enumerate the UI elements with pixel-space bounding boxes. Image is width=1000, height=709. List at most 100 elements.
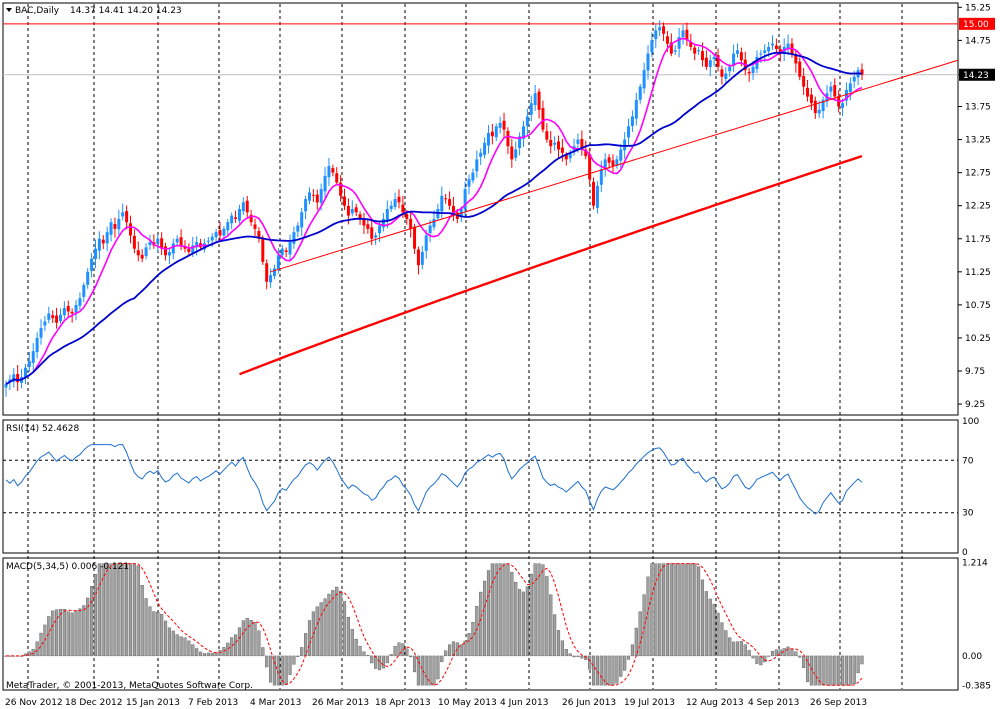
x-tick-label: 26 Sep 2013 [810,698,867,708]
macd-bar [677,563,681,657]
candle-body [335,173,339,183]
macd-bar [537,563,541,657]
candle-body [490,131,494,137]
macd-bar [755,655,759,664]
macd-bar [47,616,51,657]
macd-bar [381,655,385,669]
macd-bar [584,655,588,660]
macd-bar [195,648,199,657]
candle-body [720,69,724,77]
candle-body [253,224,257,229]
macd-bar [693,563,697,657]
macd-bar [829,655,833,686]
macd-bar [817,655,821,686]
macd-bar [276,655,280,686]
trendline [270,59,959,273]
candle-body [533,93,537,106]
candle-body [420,251,424,265]
x-tick-label: 19 Jul 2013 [624,698,675,708]
macd-bar [97,563,101,657]
macd-bar [494,563,498,657]
candle-body [358,214,362,219]
y-tick-label: 11.75 [965,235,991,245]
candle-body [121,212,125,217]
macd-bar [751,655,755,659]
candle-body [51,315,55,319]
macd-bar [362,651,366,657]
candle-body [848,83,852,93]
candle-body [175,238,179,243]
y-tick-label: 12.25 [965,202,991,212]
macd-bar [607,655,611,686]
macd-bar [152,611,156,657]
triangle-down-icon[interactable] [6,8,12,12]
macd-bar [802,655,806,668]
candle-body [339,182,343,196]
macd-bar [580,655,584,659]
candle-body [576,139,580,144]
candle-body [646,53,650,71]
macd-bar [175,634,179,657]
candle-body [537,91,541,110]
macd-bar [374,655,378,669]
macd-bar [288,655,292,675]
macd-bar [117,563,121,657]
macd-bar [230,637,234,657]
macd-bar [704,591,708,657]
macd-bar [245,618,249,657]
candle-body [732,53,736,66]
candle-body [444,198,448,200]
candle-body [712,56,716,60]
candle-body [642,70,646,89]
macd-bar [183,637,187,657]
macd-bar [257,630,261,657]
macd-bar [210,652,214,657]
macd-bar [339,590,343,657]
candle-body [821,99,825,112]
macd-bar [167,627,171,657]
macd-bar [179,636,183,657]
macd-tick-label: -0.385 [962,682,991,692]
candle-body [218,230,222,236]
macd-title: MACD(5,34,5) 0.006 -0.121 [6,562,129,572]
candle-body [284,250,288,252]
candle-body [778,49,782,54]
candle-body [747,71,751,74]
y-tick-label: 14.75 [965,36,991,46]
macd-bar [805,655,810,682]
macd-bar [541,564,545,657]
candle-body [413,226,417,249]
copyright-text: MetaTrader, © 2001-2013, MetaQuotes Soft… [6,681,253,691]
macd-bar [471,622,475,657]
macd-bar [148,606,152,657]
ohlc-readout: 14.37 14.41 14.20 14.23 [70,6,182,16]
price-tag-label: 15.00 [963,20,989,30]
macd-bar [300,647,304,657]
candle-body [237,209,241,221]
macd-bar [331,590,335,657]
candle-body [494,126,498,138]
macd-bar [486,570,491,657]
candle-body [183,246,187,249]
candle-body [354,207,358,213]
macd-bar [269,655,273,683]
macd-bar [798,655,802,658]
candle-body [140,254,144,259]
macd-bar [619,655,623,677]
macd-bar [689,563,693,657]
macd-bar [218,650,222,657]
candle-body [136,250,140,256]
macd-bar [315,606,319,657]
candle-body [78,298,82,306]
candle-body [467,179,471,187]
macd-bar [518,589,522,657]
macd-bar [502,563,506,657]
candle-body [12,374,16,382]
macd-bar [821,655,825,686]
rsi-tick-label: 70 [962,456,974,466]
y-tick-label: 10.25 [965,334,991,344]
macd-bar [483,580,487,657]
macd-bar [833,655,837,686]
candle-body [588,153,592,180]
